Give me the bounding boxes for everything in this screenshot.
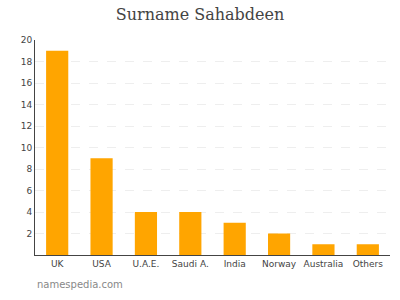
svg-text:4: 4 xyxy=(26,207,32,217)
svg-text:18: 18 xyxy=(21,57,33,67)
svg-text:Norway: Norway xyxy=(262,259,297,269)
svg-text:India: India xyxy=(224,259,246,269)
svg-text:10: 10 xyxy=(21,143,33,153)
svg-text:Surname Sahabdeen: Surname Sahabdeen xyxy=(116,5,285,24)
svg-text:2: 2 xyxy=(26,229,32,239)
svg-text:namespedia.com: namespedia.com xyxy=(37,279,123,290)
svg-text:16: 16 xyxy=(21,78,33,88)
svg-text:Saudi A.: Saudi A. xyxy=(172,259,209,269)
svg-text:12: 12 xyxy=(21,121,32,131)
svg-text:Australia: Australia xyxy=(304,259,344,269)
svg-text:Others: Others xyxy=(353,259,384,269)
svg-text:U.A.E.: U.A.E. xyxy=(133,259,160,269)
svg-text:6: 6 xyxy=(26,186,32,196)
svg-text:20: 20 xyxy=(21,35,33,45)
svg-text:USA: USA xyxy=(92,259,111,269)
svg-text:UK: UK xyxy=(51,259,65,269)
svg-text:8: 8 xyxy=(26,164,32,174)
svg-text:14: 14 xyxy=(21,100,33,110)
